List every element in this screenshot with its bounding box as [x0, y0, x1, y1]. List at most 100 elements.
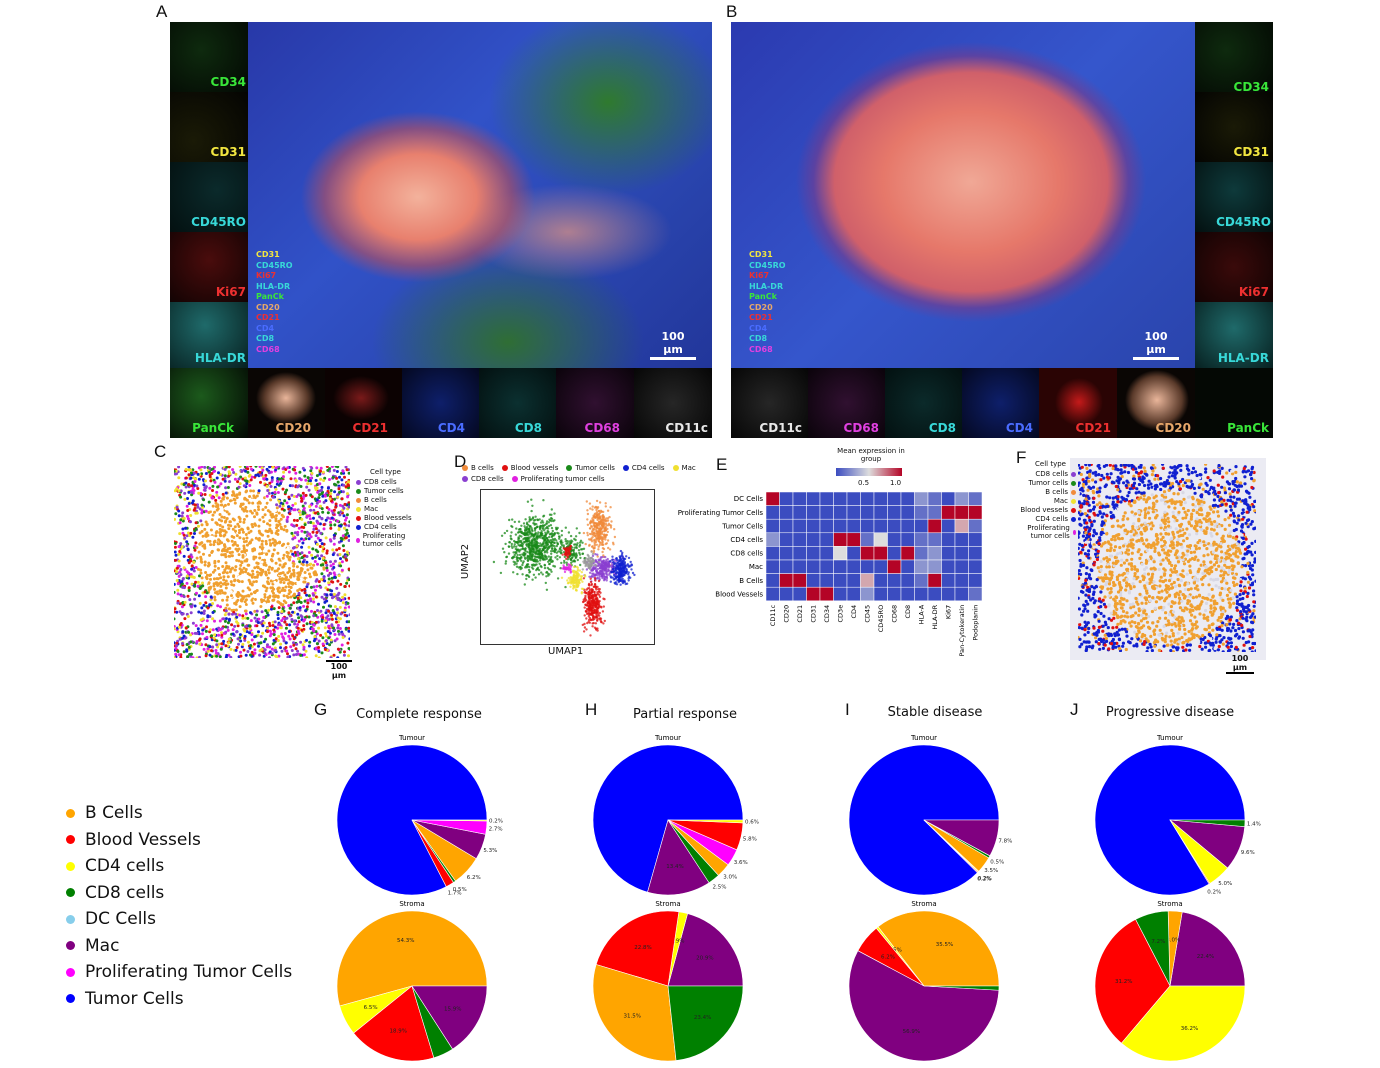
cell-point — [233, 477, 237, 481]
cell-point — [177, 514, 181, 518]
cell-point — [307, 615, 311, 619]
cell-point — [253, 515, 256, 519]
ovl-b-4: PanCk — [749, 292, 777, 301]
umap-point — [558, 556, 562, 559]
cell-point — [226, 575, 230, 579]
cell-point — [213, 539, 217, 543]
umap-point — [579, 578, 582, 581]
umap-point — [516, 531, 520, 534]
umap-point — [523, 537, 526, 540]
umap-point — [592, 572, 595, 575]
cell-point — [218, 531, 222, 535]
cell-point — [313, 635, 317, 639]
cell-point — [244, 603, 248, 606]
cell-point — [251, 572, 255, 576]
cell-point — [287, 634, 291, 638]
umap-point — [541, 573, 544, 576]
cell-point — [268, 565, 272, 569]
umap-point — [591, 536, 594, 539]
panel-label-i: I — [845, 700, 850, 719]
cell-point — [270, 589, 274, 593]
cell-point — [271, 537, 275, 541]
heatmap-cell — [846, 573, 861, 588]
cell-point — [258, 545, 262, 549]
cell-point — [329, 564, 333, 568]
cell-point — [238, 593, 242, 597]
cell-point — [330, 596, 334, 600]
umap-point — [586, 523, 590, 526]
cell-point — [184, 526, 188, 530]
umap-point — [504, 542, 507, 546]
cell-point — [253, 648, 257, 652]
cell-point — [316, 536, 320, 540]
umap-point — [592, 549, 596, 553]
cell-point — [216, 604, 220, 608]
cell-point — [268, 523, 272, 527]
umap-point — [595, 570, 598, 573]
cell-point — [272, 598, 276, 602]
cell-point — [273, 509, 277, 513]
cell-point — [239, 599, 243, 603]
cell-point — [268, 624, 272, 628]
umap-point — [596, 553, 599, 556]
cell-point — [225, 653, 229, 657]
umap-point — [596, 615, 599, 618]
umap-point — [528, 552, 531, 555]
cell-point — [318, 557, 322, 561]
umap-point — [603, 520, 606, 523]
cell-point — [283, 620, 287, 624]
umap-point — [581, 552, 585, 555]
cell-point — [195, 640, 199, 643]
cell-point — [208, 628, 212, 632]
umap-point — [558, 550, 562, 553]
panel-c-legend-dot — [356, 537, 360, 543]
cell-point — [177, 552, 181, 556]
umap-point — [530, 539, 534, 542]
heatmap-cell — [900, 559, 915, 574]
cell-point — [242, 520, 246, 524]
tile-b-bottom-4: CD21 — [1075, 421, 1111, 435]
umap-point — [540, 543, 544, 546]
cell-point — [329, 593, 333, 597]
cell-point — [293, 592, 296, 596]
tile-b-label-1: CD31 — [1233, 145, 1269, 159]
cell-point — [218, 589, 222, 593]
cell-point — [301, 504, 305, 508]
cell-point — [236, 591, 240, 594]
cell-point — [196, 580, 200, 584]
cell-point — [237, 531, 241, 535]
cell-point — [224, 579, 228, 583]
cell-point — [327, 507, 331, 511]
cell-point — [182, 554, 186, 558]
cell-point — [321, 510, 325, 514]
umap-point — [566, 548, 570, 551]
umap-point — [601, 518, 604, 521]
cell-point — [276, 532, 280, 536]
cell-point — [244, 653, 248, 657]
cell-point — [225, 598, 229, 602]
cell-point — [174, 512, 178, 516]
umap-point — [526, 559, 530, 563]
cell-point — [265, 501, 269, 505]
umap-point — [560, 534, 563, 537]
cell-point — [176, 588, 180, 592]
umap-point — [595, 508, 598, 512]
umap-point — [614, 581, 618, 584]
cell-point — [224, 486, 228, 490]
cell-point — [329, 560, 332, 564]
cell-point — [220, 631, 223, 635]
panel-a-overlay-legend: CD31 CD45RO Ki67 HLA-DR PanCk CD20 CD21 … — [256, 250, 293, 355]
cell-point — [219, 499, 223, 503]
panel-d-legend-item: Tumor cells — [566, 464, 615, 472]
cell-point — [275, 529, 279, 533]
umap-point — [584, 594, 587, 598]
cell-point — [278, 577, 282, 581]
cell-point — [281, 556, 285, 560]
cell-point — [303, 474, 307, 478]
cell-point — [219, 647, 223, 651]
cell-point — [324, 632, 328, 636]
heatmap-cell — [873, 518, 888, 534]
umap-point — [627, 579, 630, 582]
cell-point — [342, 483, 346, 487]
cell-point — [214, 534, 218, 538]
